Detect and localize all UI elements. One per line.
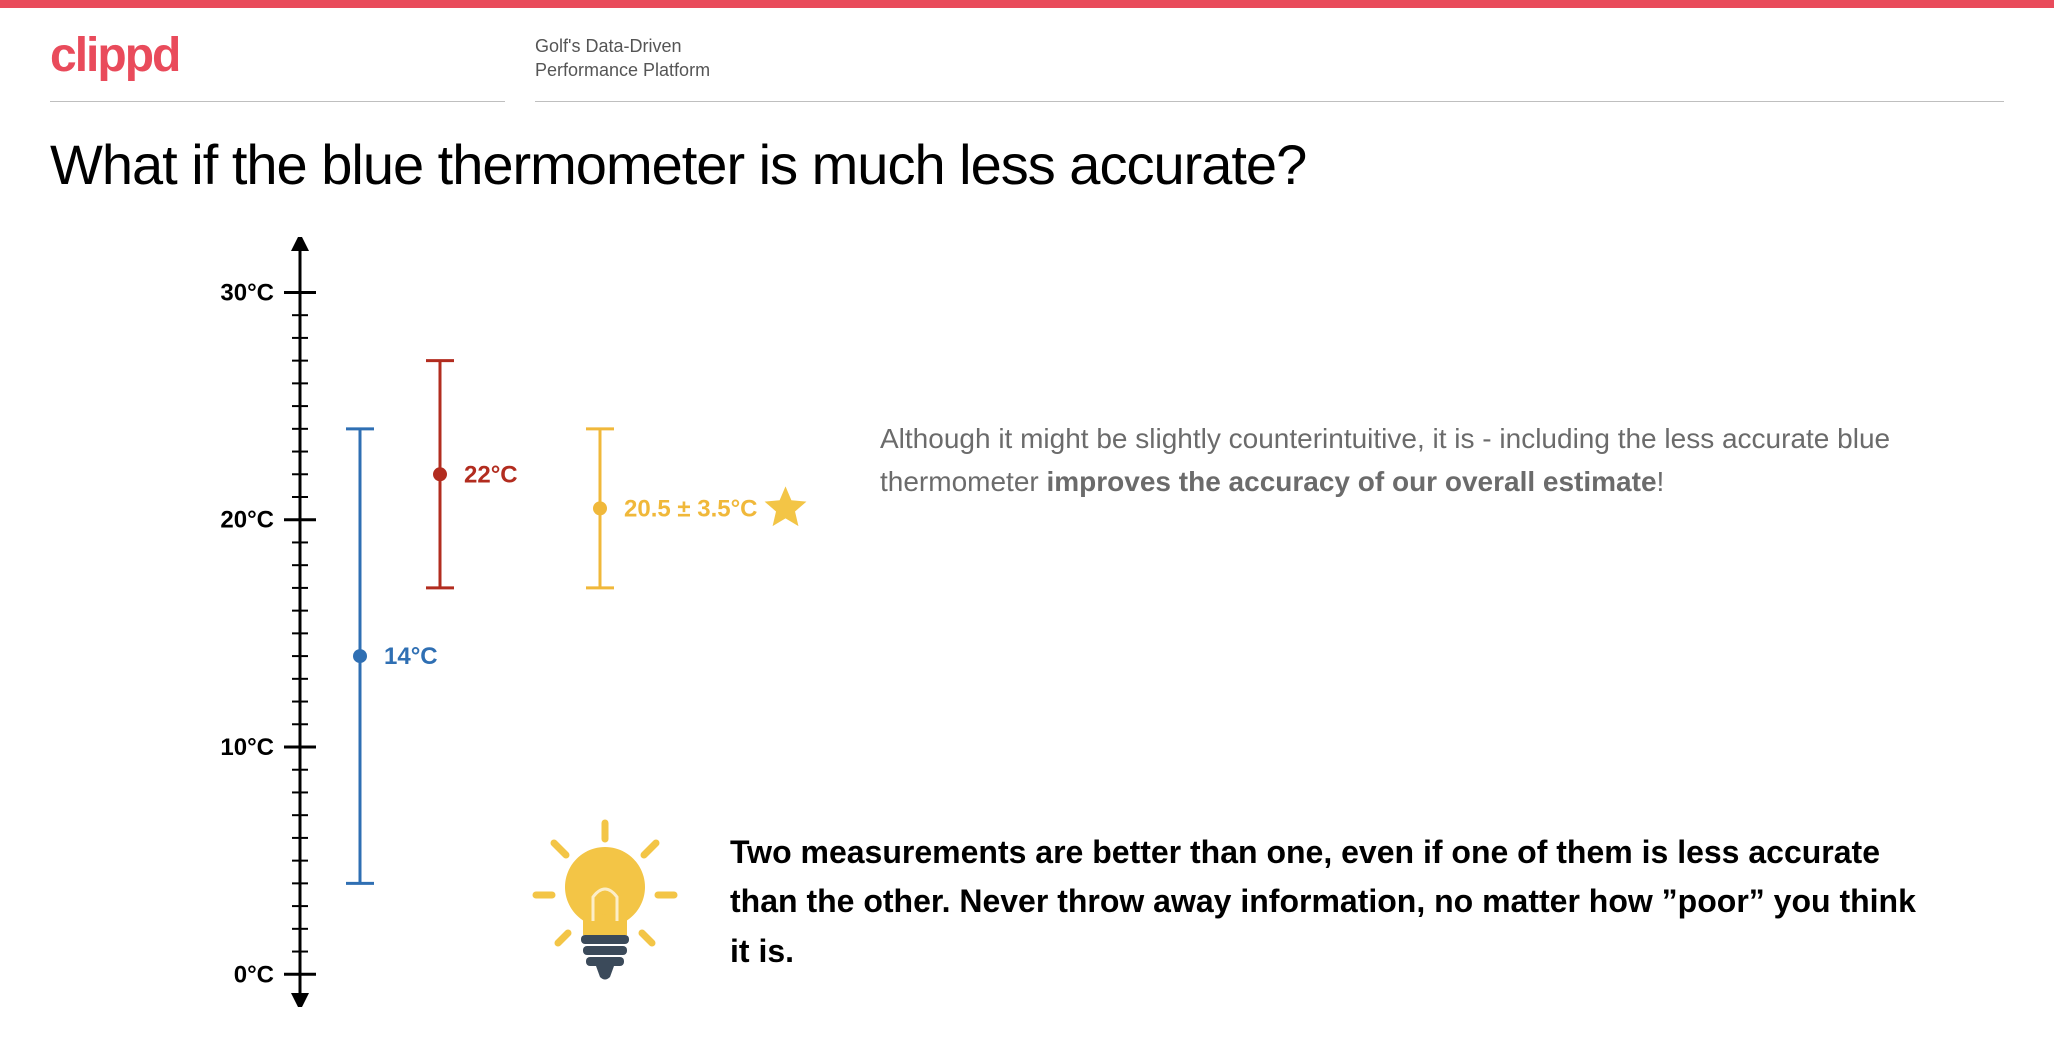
- para-bold: improves the accuracy of our overall est…: [1047, 466, 1657, 497]
- insight-text: Two measurements are better than one, ev…: [730, 828, 1930, 977]
- logo-container: clippd: [50, 28, 505, 102]
- svg-text:14°C: 14°C: [384, 643, 438, 670]
- tagline-line1: Golf's Data-Driven: [535, 36, 681, 56]
- svg-text:20°C: 20°C: [220, 507, 274, 534]
- svg-text:30°C: 30°C: [220, 279, 274, 306]
- tagline-container: Golf's Data-Driven Performance Platform: [535, 28, 2004, 102]
- top-accent-bar: [0, 0, 2054, 8]
- logo-text: clippd: [50, 28, 505, 83]
- tagline-line2: Performance Platform: [535, 60, 710, 80]
- svg-text:10°C: 10°C: [220, 734, 274, 761]
- svg-text:20.5 ± 3.5°C: 20.5 ± 3.5°C: [624, 495, 758, 522]
- lightbulb-icon: [530, 817, 680, 987]
- page-title: What if the blue thermometer is much les…: [0, 102, 2054, 217]
- insight-row: Two measurements are better than one, ev…: [530, 817, 1930, 987]
- svg-text:0°C: 0°C: [234, 961, 274, 988]
- tagline: Golf's Data-Driven Performance Platform: [535, 34, 2004, 83]
- svg-text:22°C: 22°C: [464, 461, 518, 488]
- header: clippd Golf's Data-Driven Performance Pl…: [0, 8, 2054, 102]
- explanation-paragraph: Although it might be slightly counterint…: [880, 417, 1930, 504]
- para-suffix: !: [1657, 466, 1665, 497]
